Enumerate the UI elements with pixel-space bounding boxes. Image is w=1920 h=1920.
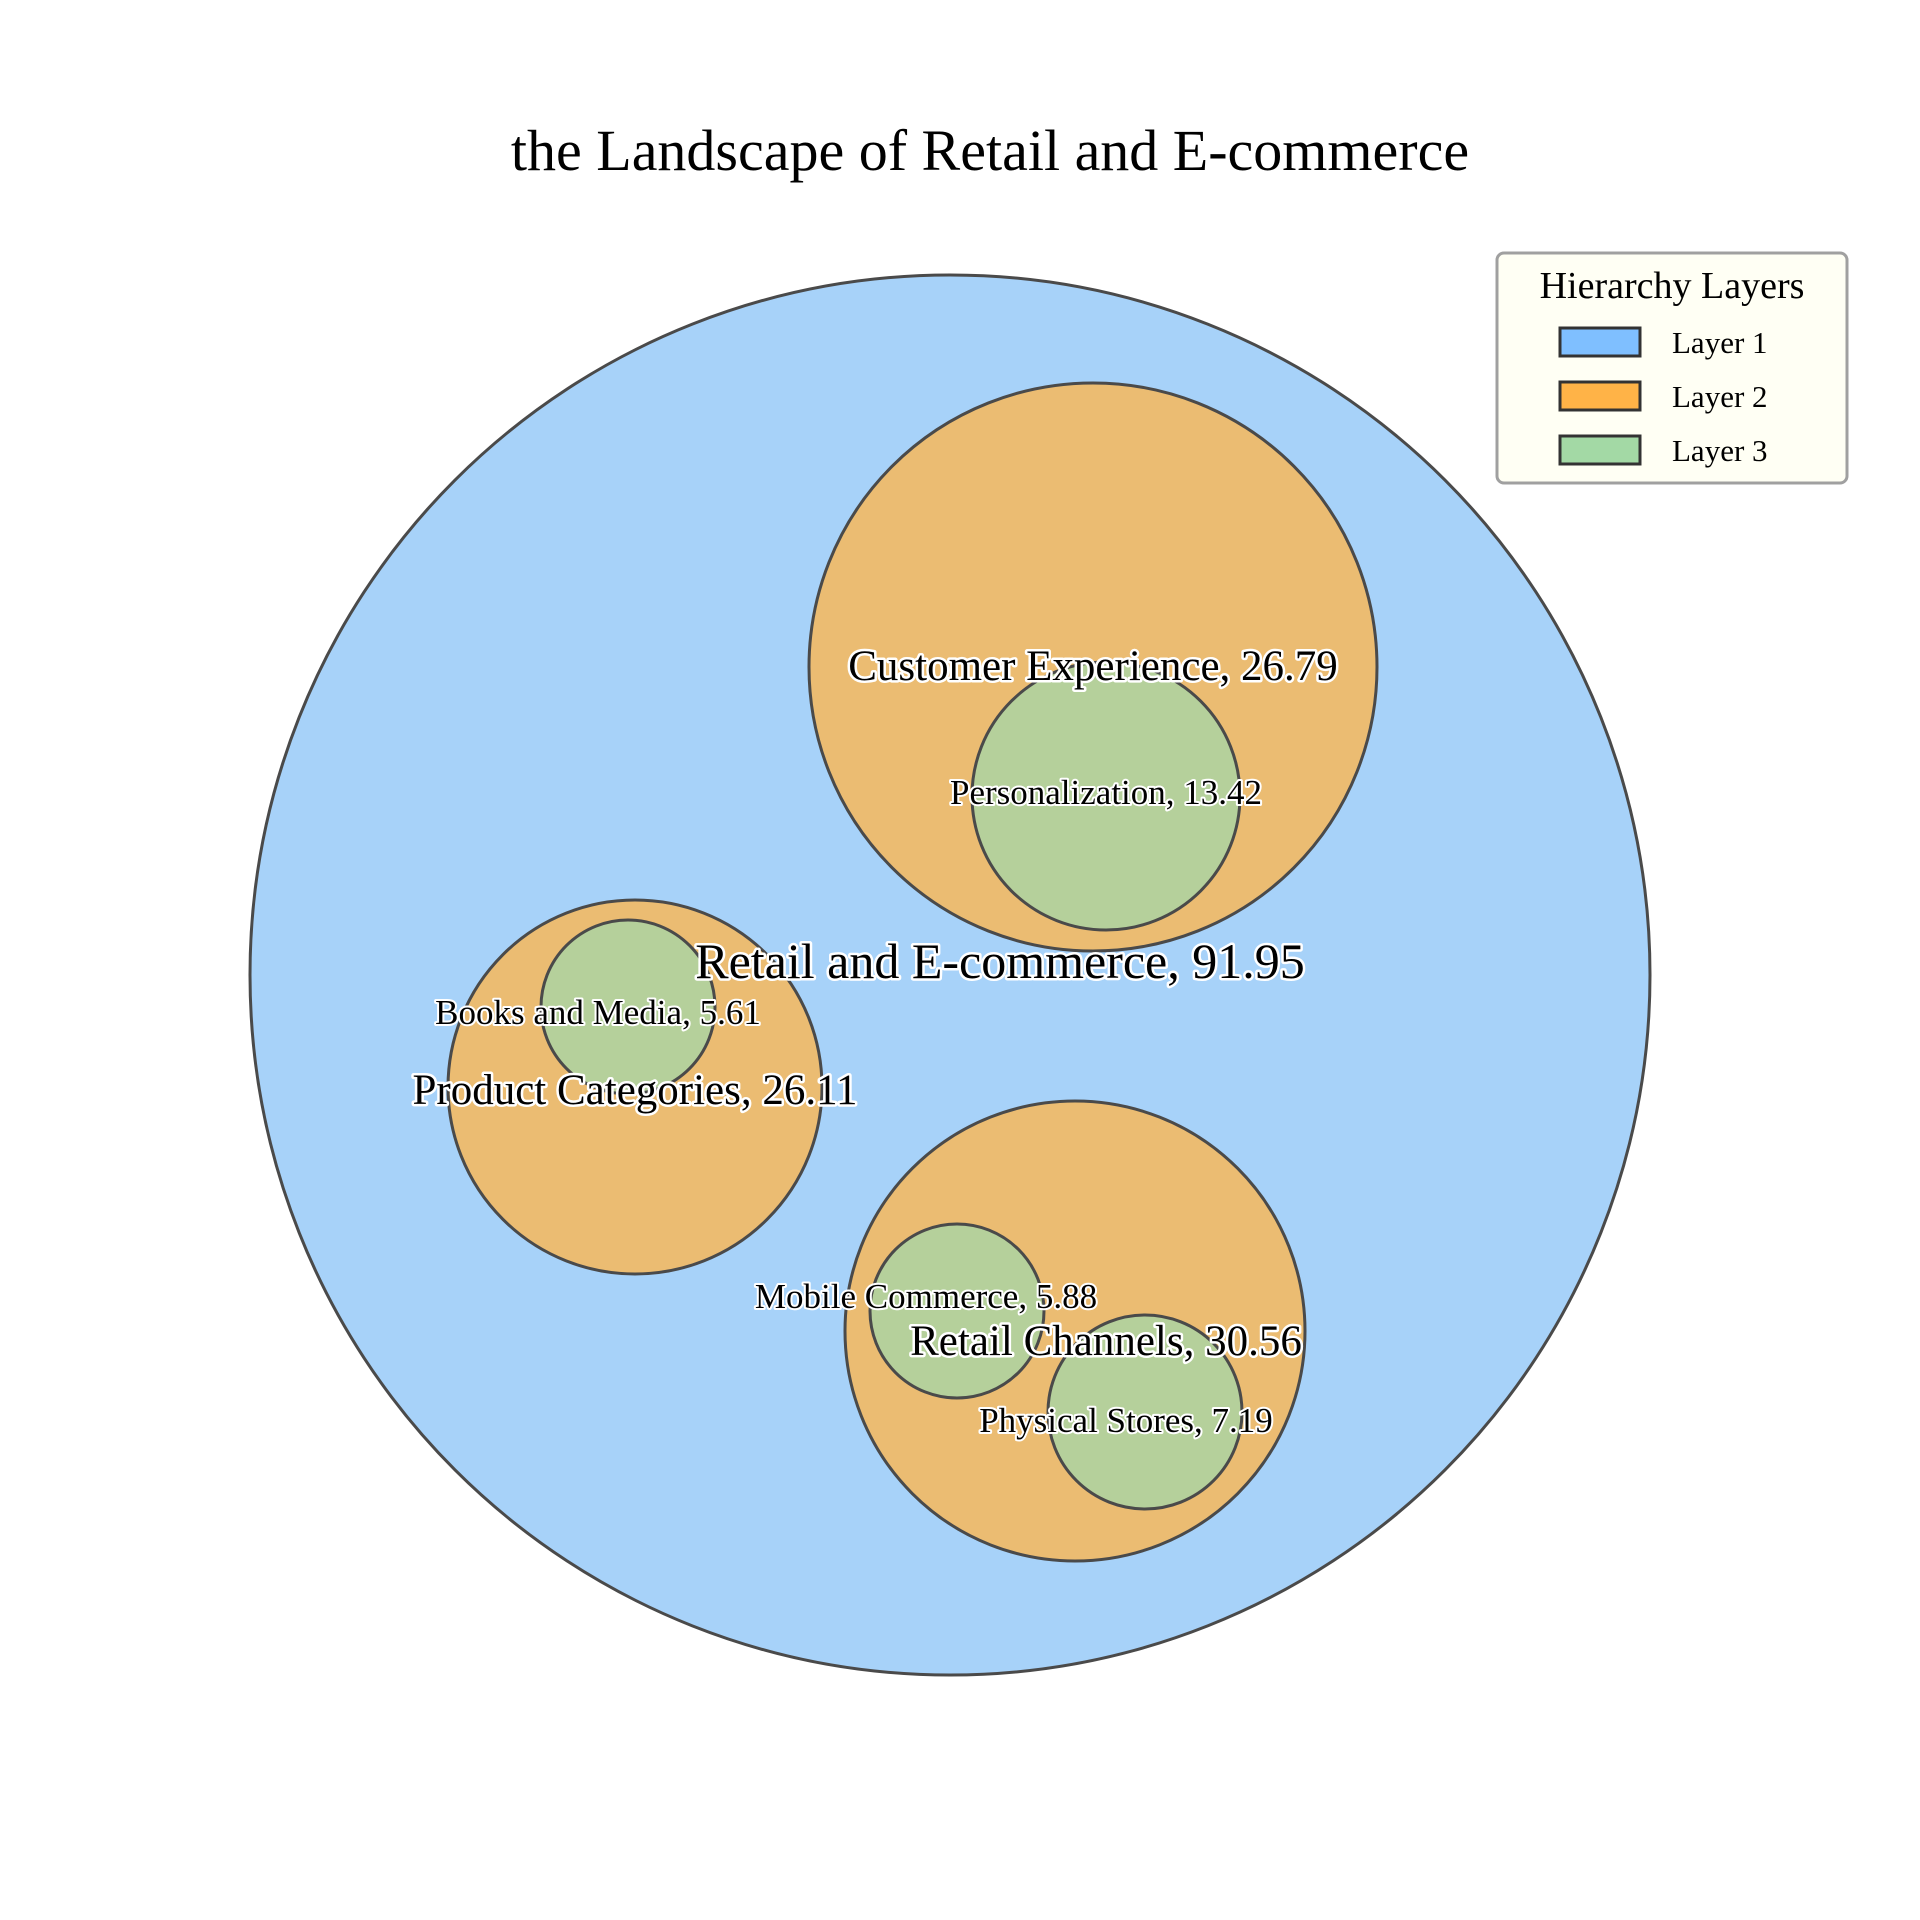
bubble-label-root: Retail and E-commerce, 91.95 [695, 933, 1305, 989]
bubble-physical-stores [1046, 1313, 1244, 1511]
legend-label-layer-2: Layer 2 [1672, 379, 1768, 414]
chart-title: the Landscape of Retail and E-commerce [511, 118, 1469, 183]
bubble-layer [248, 273, 1652, 1677]
bubble-label-personalization: Personalization, 13.42 [950, 773, 1262, 812]
bubble-personalization [970, 660, 1242, 932]
legend-swatch-layer-3 [1558, 434, 1642, 466]
bubble-label-customer-experience: Customer Experience, 26.79 [848, 643, 1338, 690]
legend-swatch-layer-1 [1558, 326, 1642, 358]
bubble-books-and-media [539, 918, 717, 1096]
legend-label-layer-3: Layer 3 [1672, 433, 1768, 468]
legend-box [1495, 251, 1849, 485]
bubble-label-mobile-commerce: Mobile Commerce, 5.88 [755, 1277, 1097, 1316]
legend-swatch-layer-2 [1558, 380, 1642, 412]
bubble-mobile-commerce [868, 1222, 1046, 1400]
bubble-label-physical-stores: Physical Stores, 7.19 [979, 1401, 1273, 1440]
legend-label-layer-1: Layer 1 [1672, 325, 1768, 360]
bubble-label-product-categories: Product Categories, 26.11 [412, 1067, 857, 1114]
legend: Hierarchy Layers Layer 1 Layer 2 Layer 3 [1495, 251, 1849, 485]
bubble-label-books-and-media: Books and Media, 5.61 [435, 993, 761, 1032]
bubble-label-retail-channels: Retail Channels, 30.56 [910, 1318, 1302, 1365]
label-layer: Retail and E-commerce, 91.95 Customer Exp… [410, 641, 1340, 1443]
legend-title: Hierarchy Layers [1540, 265, 1805, 307]
